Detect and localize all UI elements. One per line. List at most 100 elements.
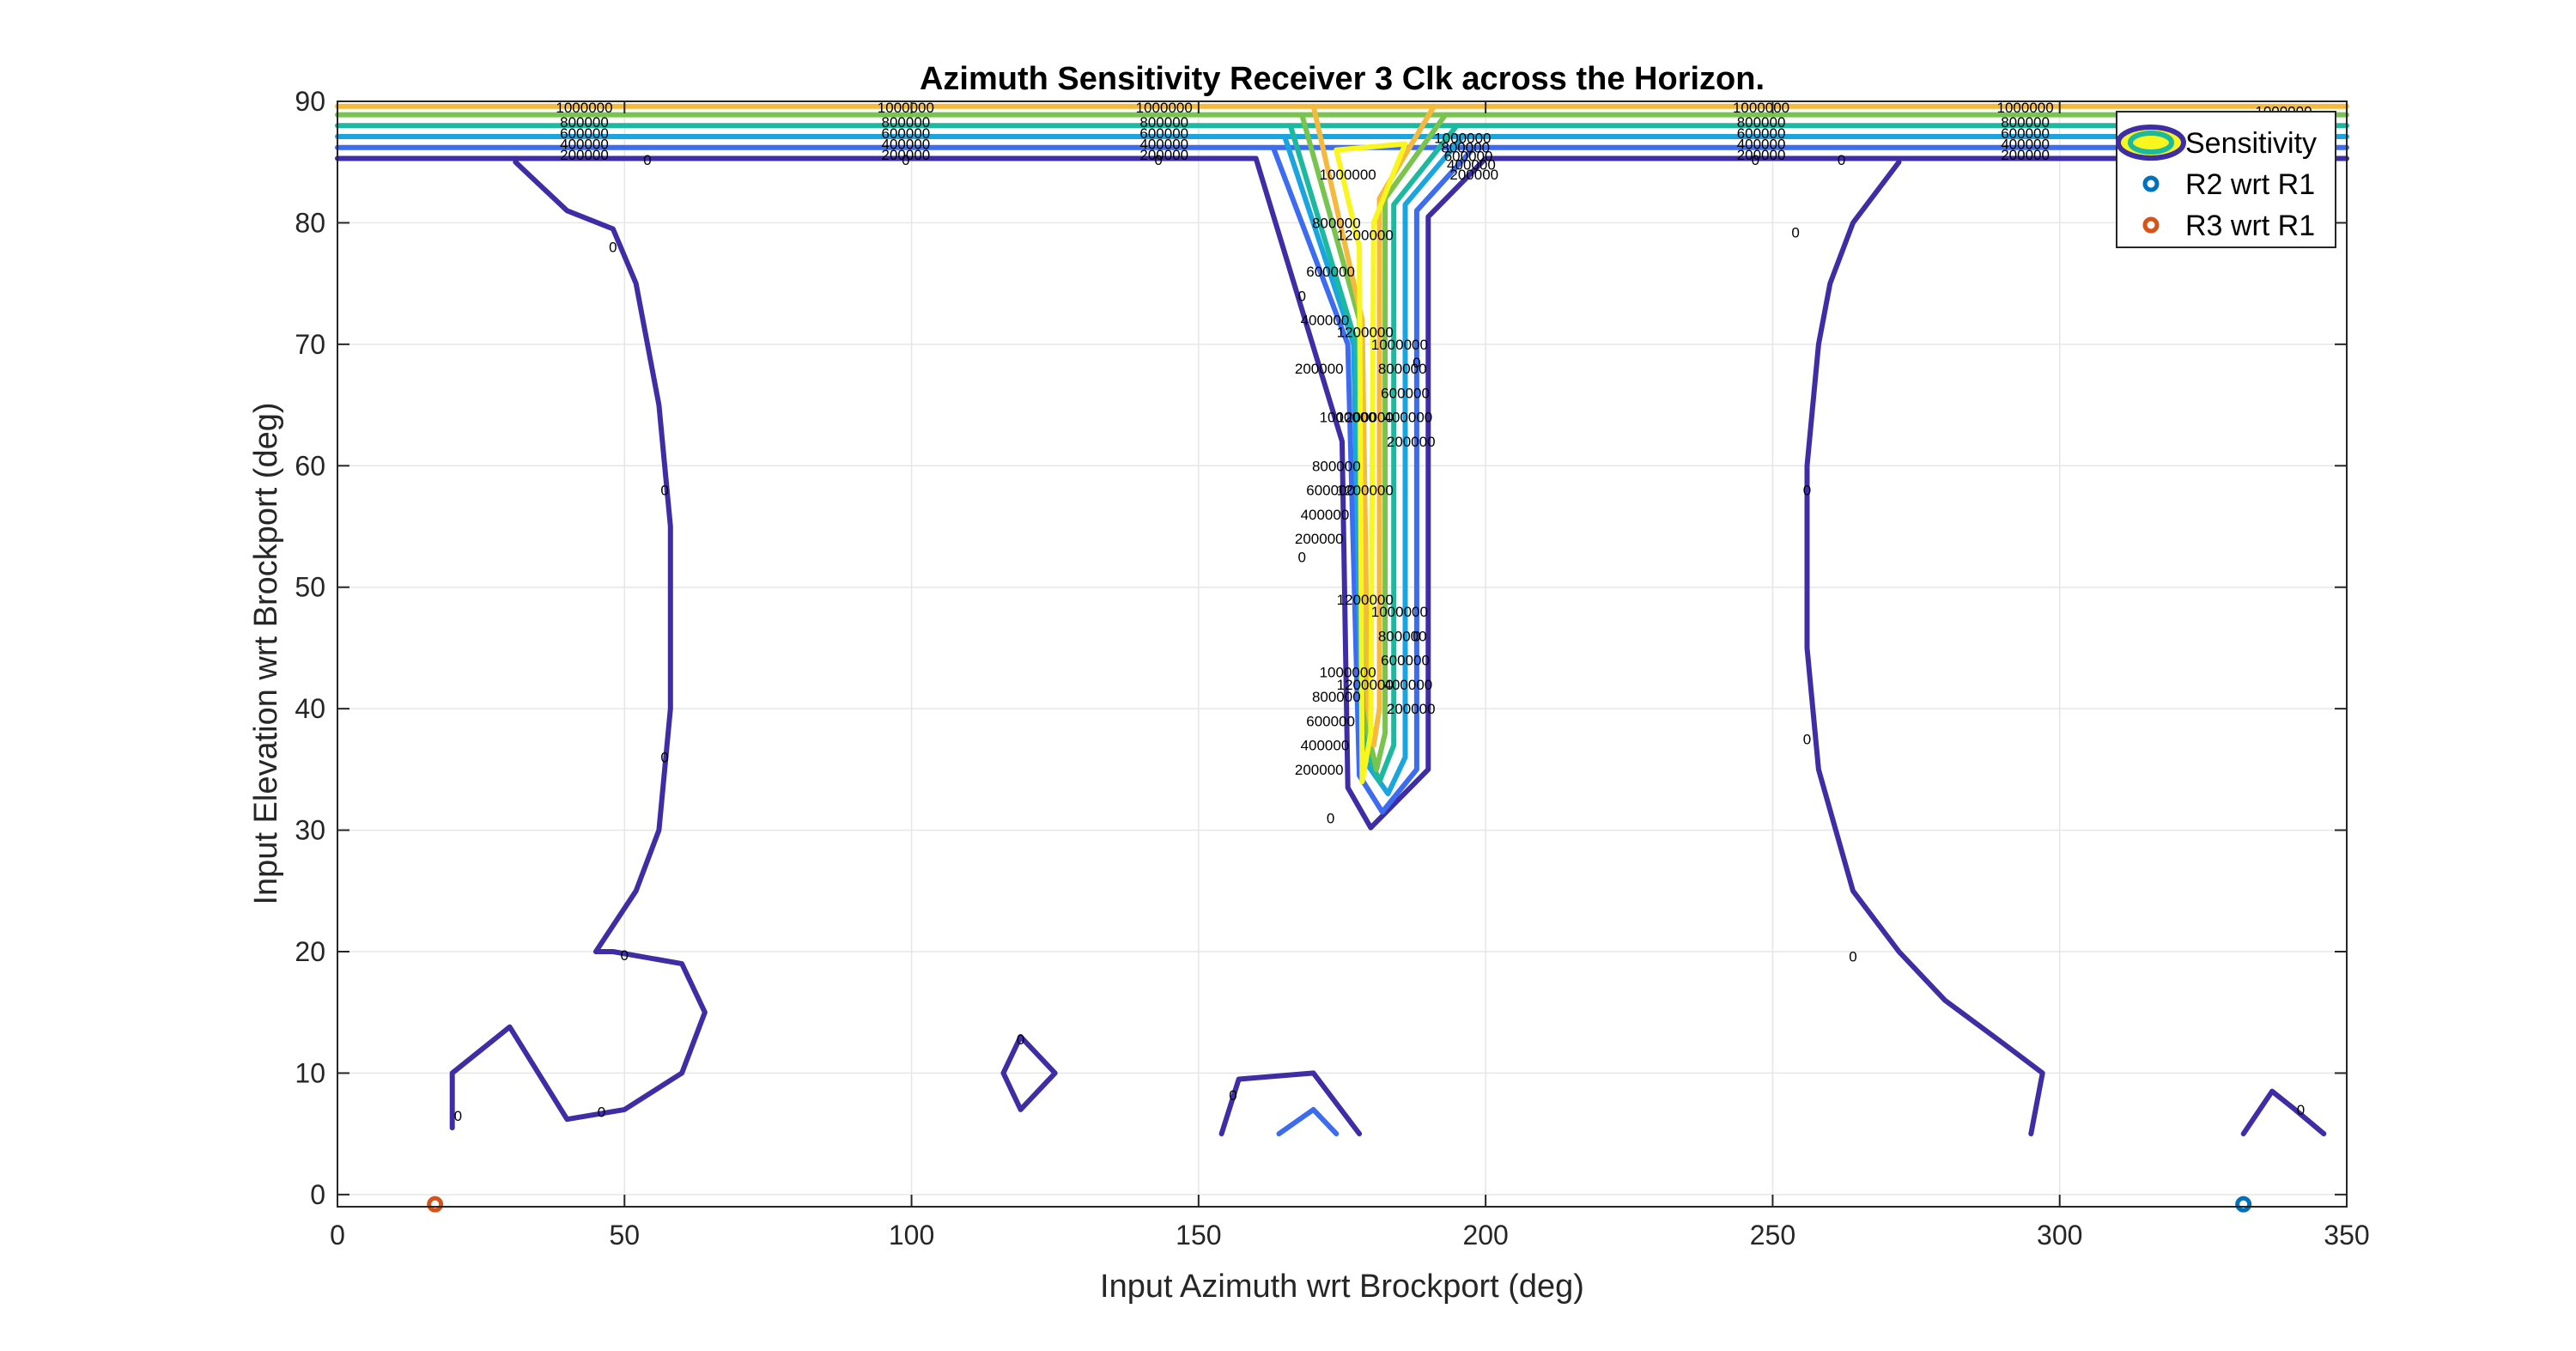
y-tick-label: 10	[295, 1057, 325, 1088]
x-tick-label: 0	[330, 1220, 345, 1251]
contour-label: 0	[1297, 549, 1305, 565]
contour-label: 0	[902, 152, 909, 168]
x-tick-label: 50	[609, 1220, 640, 1251]
y-tick-label: 50	[295, 572, 325, 603]
contour-label: 200000	[1387, 701, 1436, 717]
contour-label: 600000	[1737, 125, 1786, 142]
contour-label: 800000	[560, 114, 609, 131]
contour-label: 200000	[1295, 361, 1344, 377]
contour-lines	[335, 103, 2349, 1137]
contour-label: 0	[1017, 1032, 1024, 1048]
contour-label: 200000	[1295, 762, 1344, 778]
contour-label: 0	[2297, 1102, 2305, 1118]
contour-label: 200000	[1449, 167, 1498, 183]
contour-label: 0	[1791, 225, 1799, 241]
contour-label: 800000	[1312, 458, 1361, 474]
y-tick-label: 20	[295, 936, 325, 967]
contour-label: 200000	[2001, 147, 2050, 163]
contour-label: 400000	[1139, 137, 1188, 153]
contour-label: 1000000	[1371, 604, 1428, 620]
contour-label: 1200000	[1337, 325, 1394, 341]
y-tick-label: 80	[295, 207, 325, 238]
contour-label: 600000	[1139, 125, 1188, 142]
legend-marker-r2	[2142, 175, 2160, 192]
contour-label: 400000	[1384, 677, 1433, 693]
contour-label: 1000000	[1434, 130, 1491, 146]
contour-label: 200000	[1387, 434, 1436, 450]
y-axis-title: Input Elevation wrt Brockport (deg)	[248, 402, 284, 904]
x-tick-label: 300	[2037, 1220, 2082, 1251]
x-tick-label: 100	[889, 1220, 934, 1251]
contour-label: 0	[660, 483, 668, 499]
contour-line	[1270, 144, 1477, 815]
x-tick-label: 150	[1176, 1220, 1221, 1251]
scatter-point	[427, 1196, 444, 1213]
x-tick-label: 350	[2324, 1220, 2369, 1251]
contour-label: 600000	[882, 125, 931, 142]
contour-label: 1000000	[1997, 100, 2054, 116]
contour-line	[1282, 134, 1466, 797]
contour-label: 800000	[1312, 215, 1361, 231]
contour-label: 0	[660, 750, 668, 766]
contour-label: 1200000	[1337, 592, 1394, 608]
contour-label: 0	[1838, 152, 1845, 168]
contour-label: 200000	[560, 147, 609, 163]
contour-label: 800000	[1139, 114, 1188, 131]
contour-label: 0	[1803, 732, 1811, 748]
contour-label: 1200000	[1337, 483, 1394, 499]
contour-line	[449, 159, 708, 1131]
contour-label: 800000	[1737, 114, 1786, 131]
contour-label: 400000	[1301, 738, 1350, 754]
contour-label: 1000000	[878, 100, 934, 116]
legend-sensitivity-icon	[2116, 125, 2186, 161]
contour-line	[1804, 159, 2045, 1137]
scatter-point	[2235, 1196, 2252, 1213]
x-tick-label: 250	[1750, 1220, 1795, 1251]
contour-label: 0	[1413, 628, 1420, 644]
scatter-points	[427, 1196, 2252, 1213]
contour-label: 600000	[2001, 125, 2050, 142]
contour-label: 800000	[882, 114, 931, 131]
contour-label: 1200000	[1337, 410, 1394, 426]
contour-label: 1000000	[1320, 167, 1376, 183]
contour-label: 600000	[1381, 653, 1430, 669]
contour-label: 400000	[560, 137, 609, 153]
contour-label: 0	[1752, 152, 1759, 168]
contour-label: 1000000	[1371, 337, 1428, 353]
contour-label: 600000	[1306, 264, 1355, 280]
y-tick-label: 60	[295, 450, 325, 481]
contour-label: 1000000	[1136, 100, 1193, 116]
contour-label: 600000	[560, 125, 609, 142]
contour-line	[1276, 1106, 1340, 1137]
contour-line	[2240, 1088, 2327, 1137]
contour-label: 1200000	[1337, 677, 1394, 693]
contour-label: 0	[1297, 288, 1305, 304]
contour-line	[1218, 1070, 1363, 1137]
contour-line	[1334, 141, 1408, 784]
contour-label: 400000	[1384, 410, 1433, 426]
contour-label: 1000000	[1320, 665, 1376, 681]
contour-label: 800000	[1378, 361, 1427, 377]
contour-label: 600000	[1306, 483, 1355, 499]
contour-label: 0	[1327, 810, 1334, 826]
contour-label: 800000	[2001, 114, 2050, 131]
contour-label: 200000	[1139, 147, 1188, 163]
axis-ticks: 0 50 100 150 200 250 300 350 0 10 20 30 40 50 60 70 80 90	[295, 86, 2369, 1251]
contour-label: 0	[454, 1108, 462, 1124]
contour-line	[1000, 1034, 1058, 1112]
y-tick-label: 70	[295, 329, 325, 360]
plot-frame	[337, 100, 2348, 1208]
contour-label: 600000	[1444, 149, 1493, 165]
contour-label: 200000	[882, 147, 931, 163]
contour-label: 400000	[2001, 137, 2050, 153]
x-tick-label: 200	[1462, 1220, 1508, 1251]
contour-label: 0	[1229, 1087, 1236, 1104]
legend: Sensitivity R2 wrt R1 R3 wrt R1	[2116, 111, 2336, 248]
x-axis-title: Input Azimuth wrt Brockport (deg)	[1100, 1269, 1584, 1305]
contour-label: 0	[643, 152, 651, 168]
contour-label: 400000	[882, 137, 931, 153]
contour-label: 400000	[1301, 313, 1350, 329]
y-tick-label: 30	[295, 815, 325, 846]
